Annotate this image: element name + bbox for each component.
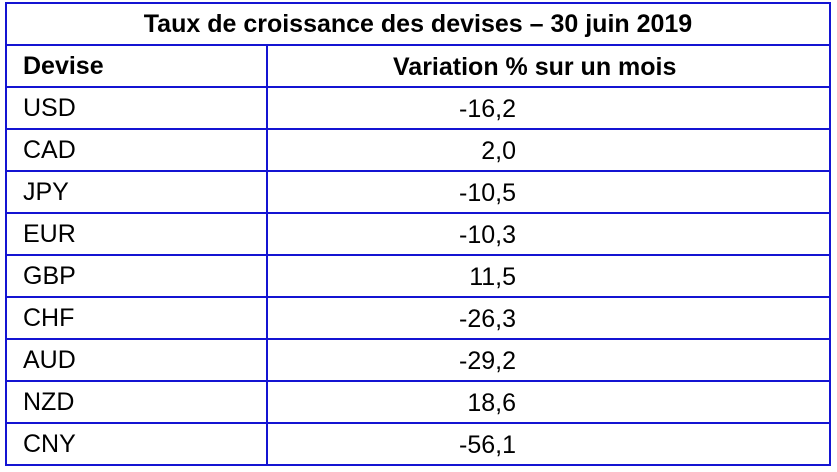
change-cell: -56,1 xyxy=(266,422,831,466)
currency-cell: GBP xyxy=(5,254,268,298)
header-change: Variation % sur un mois xyxy=(266,44,831,88)
table-row: USD -16,2 xyxy=(5,86,831,130)
currency-cell: CAD xyxy=(5,128,268,172)
table-row: GBP 11,5 xyxy=(5,254,831,298)
currency-table: Taux de croissance des devises – 30 juin… xyxy=(5,2,831,466)
change-cell: 11,5 xyxy=(266,254,831,298)
change-cell: -16,2 xyxy=(266,86,831,130)
table-row: EUR -10,3 xyxy=(5,212,831,256)
change-value: 18,6 xyxy=(467,389,516,417)
change-value: 11,5 xyxy=(469,263,516,291)
currency-cell: NZD xyxy=(5,380,268,424)
table-row: CAD 2,0 xyxy=(5,128,831,172)
currency-cell: USD xyxy=(5,86,268,130)
currency-cell: CHF xyxy=(5,296,268,340)
currency-cell: EUR xyxy=(5,212,268,256)
header-row: Devise Variation % sur un mois xyxy=(5,44,831,88)
change-value: -56,1 xyxy=(459,431,516,459)
header-currency: Devise xyxy=(5,44,268,88)
header-change-label: Variation % sur un mois xyxy=(393,53,677,81)
change-value: 2,0 xyxy=(481,137,516,165)
table-row: NZD 18,6 xyxy=(5,380,831,424)
table-row: JPY -10,5 xyxy=(5,170,831,214)
change-value: -10,3 xyxy=(459,221,516,249)
currency-cell: CNY xyxy=(5,422,268,466)
currency-cell: AUD xyxy=(5,338,268,382)
table-row: CNY -56,1 xyxy=(5,422,831,466)
change-cell: -10,3 xyxy=(266,212,831,256)
change-cell: 18,6 xyxy=(266,380,831,424)
change-value: -10,5 xyxy=(459,179,516,207)
table-row: CHF -26,3 xyxy=(5,296,831,340)
change-cell: -10,5 xyxy=(266,170,831,214)
title-row: Taux de croissance des devises – 30 juin… xyxy=(5,2,831,46)
table-title: Taux de croissance des devises – 30 juin… xyxy=(5,2,831,46)
change-cell: -26,3 xyxy=(266,296,831,340)
table-row: AUD -29,2 xyxy=(5,338,831,382)
change-value: -29,2 xyxy=(459,347,516,375)
change-value: -26,3 xyxy=(459,305,516,333)
change-value: -16,2 xyxy=(459,95,516,123)
change-cell: -29,2 xyxy=(266,338,831,382)
change-cell: 2,0 xyxy=(266,128,831,172)
currency-cell: JPY xyxy=(5,170,268,214)
